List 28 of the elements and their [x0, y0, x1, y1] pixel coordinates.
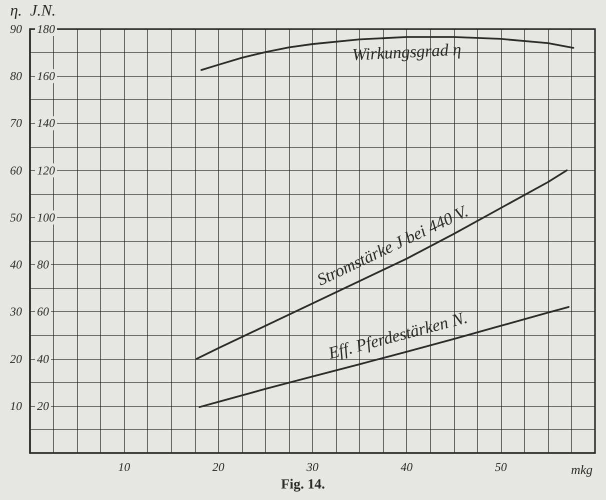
y-tick-label: 60 — [10, 163, 22, 178]
y-tick-label: 30 — [9, 304, 22, 319]
y2-tick-label: 20 — [37, 398, 49, 413]
x-axis-title: mkg — [571, 462, 594, 477]
x-tick-label: 20 — [212, 460, 224, 474]
y2-tick-label: 160 — [37, 69, 55, 84]
y-tick-label: 90 — [10, 22, 22, 36]
x-tick-label: 40 — [400, 460, 413, 474]
y-tick-label: 40 — [10, 258, 22, 272]
caption: Fig. 14. — [281, 478, 325, 492]
x-tick-label: 50 — [494, 460, 507, 474]
y2-tick-label: 120 — [37, 163, 55, 178]
y2-tick-label: 140 — [37, 116, 55, 130]
y-tick-label: 10 — [10, 398, 22, 413]
y2-tick-label: 180 — [37, 22, 55, 36]
y-tick-label: 20 — [10, 352, 22, 366]
y2-tick-label: 40 — [37, 352, 49, 366]
y2-tick-label: 100 — [37, 210, 55, 224]
y2-tick-label: 60 — [37, 304, 49, 319]
x-tick-label: 30 — [306, 460, 318, 474]
y-tick-label: 50 — [10, 210, 22, 224]
y2-tick-label: 80 — [37, 258, 49, 272]
y2-axis-title: J.N. — [30, 2, 56, 20]
x-tick-label: 10 — [118, 460, 130, 474]
y-tick-label: 70 — [10, 116, 22, 130]
y-tick-label: 80 — [10, 69, 22, 84]
y-axis-title: η. — [10, 2, 22, 20]
series-label: Wirkungsgrad η — [352, 40, 462, 64]
